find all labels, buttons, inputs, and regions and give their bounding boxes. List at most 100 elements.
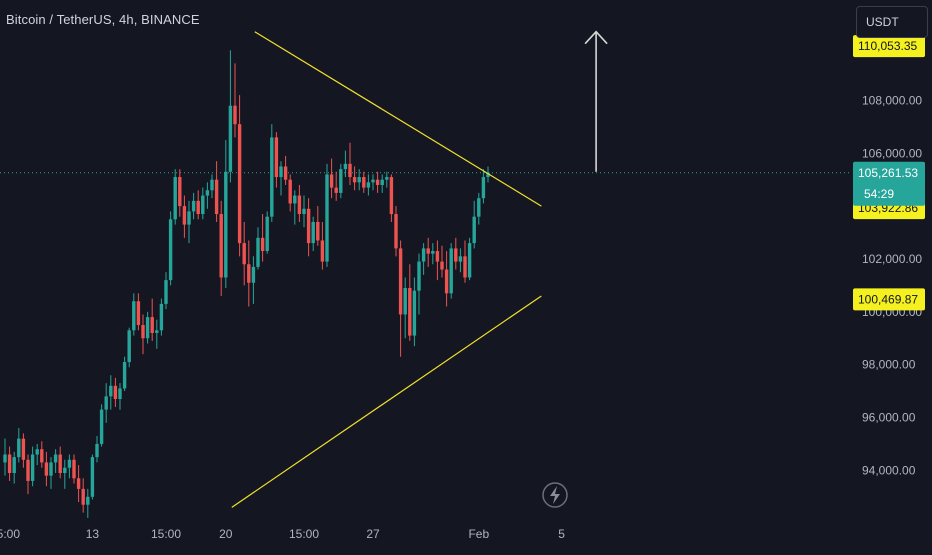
candle-body	[44, 462, 49, 476]
candle-body	[283, 166, 288, 180]
candle-body	[297, 195, 302, 215]
candle-body	[380, 179, 384, 185]
candle-body	[104, 396, 108, 410]
candles-group	[3, 50, 490, 518]
candle-body	[311, 221, 315, 244]
candle-body	[265, 216, 269, 252]
candle	[454, 237, 458, 270]
current-price-label: 105,261.53 54:29	[853, 161, 925, 206]
candle	[191, 192, 196, 220]
candle	[26, 454, 30, 495]
arrow-head[interactable]	[584, 30, 608, 45]
current-price-label-bg	[853, 161, 925, 206]
candle	[458, 248, 463, 273]
candle	[118, 383, 122, 410]
candle	[12, 451, 16, 484]
currency-selector[interactable]: USDT	[856, 6, 928, 38]
candle-body	[366, 182, 371, 188]
time-tick-label: 5	[558, 527, 565, 541]
candle-body	[159, 303, 164, 331]
candle	[343, 150, 348, 178]
candle-body	[210, 179, 214, 191]
candle-body	[228, 105, 233, 172]
candle-body	[260, 237, 265, 252]
candle	[348, 142, 352, 185]
candle-body	[72, 459, 76, 479]
candle-body	[339, 169, 343, 193]
bolt-button[interactable]	[542, 482, 568, 508]
currency-label: USDT	[866, 15, 899, 29]
price-tick-label: 98,000.00	[862, 358, 916, 372]
current-price-label-text: 105,261.53	[858, 166, 918, 180]
bolt-button-ring[interactable]	[542, 482, 568, 508]
candle-body	[375, 179, 380, 185]
candle-body	[40, 449, 44, 463]
candle	[426, 237, 430, 267]
price-tick-label: 94,000.00	[862, 463, 916, 477]
candle	[366, 174, 371, 196]
candle-body	[214, 179, 219, 215]
candle-body	[352, 177, 357, 183]
candle	[486, 166, 490, 183]
candle	[380, 174, 384, 193]
candle	[141, 314, 145, 355]
candle-body	[426, 248, 430, 254]
candle-body	[242, 243, 246, 265]
time-tick-label: 15:00	[289, 527, 319, 541]
candle	[435, 240, 440, 281]
lower-trendline[interactable]	[231, 295, 542, 508]
candle-body	[279, 166, 283, 178]
candle-body	[417, 261, 421, 291]
upper-trendline[interactable]	[254, 31, 542, 207]
candle-body	[320, 240, 325, 262]
time-axis: 15:00 13 15:00 20 15:00 27 Feb 5	[0, 527, 565, 541]
candle-body	[90, 457, 95, 497]
candle	[58, 446, 62, 479]
candle-body	[136, 301, 141, 326]
candle	[17, 428, 21, 463]
candle-body	[256, 237, 260, 267]
candle-body	[155, 330, 159, 333]
candle-body	[113, 385, 118, 400]
candle	[145, 311, 150, 344]
candle-body	[182, 206, 187, 225]
candle-body	[343, 163, 348, 170]
candle	[357, 169, 361, 191]
candle	[283, 155, 288, 185]
candle-body	[403, 288, 407, 315]
candle	[72, 454, 76, 484]
candle-body	[17, 438, 21, 458]
price-label-highlight-bg	[853, 288, 925, 311]
candle	[375, 171, 380, 193]
time-tick-label: 13	[86, 527, 100, 541]
candle	[127, 327, 131, 368]
candle	[76, 465, 81, 503]
candle	[260, 214, 265, 262]
candle	[155, 319, 159, 349]
time-tick-label: 27	[366, 527, 380, 541]
candle	[224, 140, 228, 289]
candle-body	[21, 438, 26, 460]
candle-body	[408, 288, 412, 336]
candle	[302, 195, 306, 228]
candle-body	[178, 177, 182, 207]
candle-body	[122, 362, 127, 389]
candle-body	[398, 248, 403, 315]
candle-body	[362, 177, 366, 188]
candle-body	[481, 177, 486, 199]
candle	[279, 161, 283, 196]
candle	[150, 298, 154, 341]
candle-body	[224, 171, 228, 278]
candle-body	[53, 454, 58, 463]
candle	[398, 240, 403, 357]
candle	[49, 457, 53, 489]
candle-body	[118, 388, 122, 400]
candle	[219, 200, 223, 296]
candle-body	[168, 219, 173, 281]
candle-body	[293, 195, 297, 204]
candle	[196, 190, 200, 220]
candle-body	[145, 317, 150, 339]
candle	[297, 184, 302, 222]
